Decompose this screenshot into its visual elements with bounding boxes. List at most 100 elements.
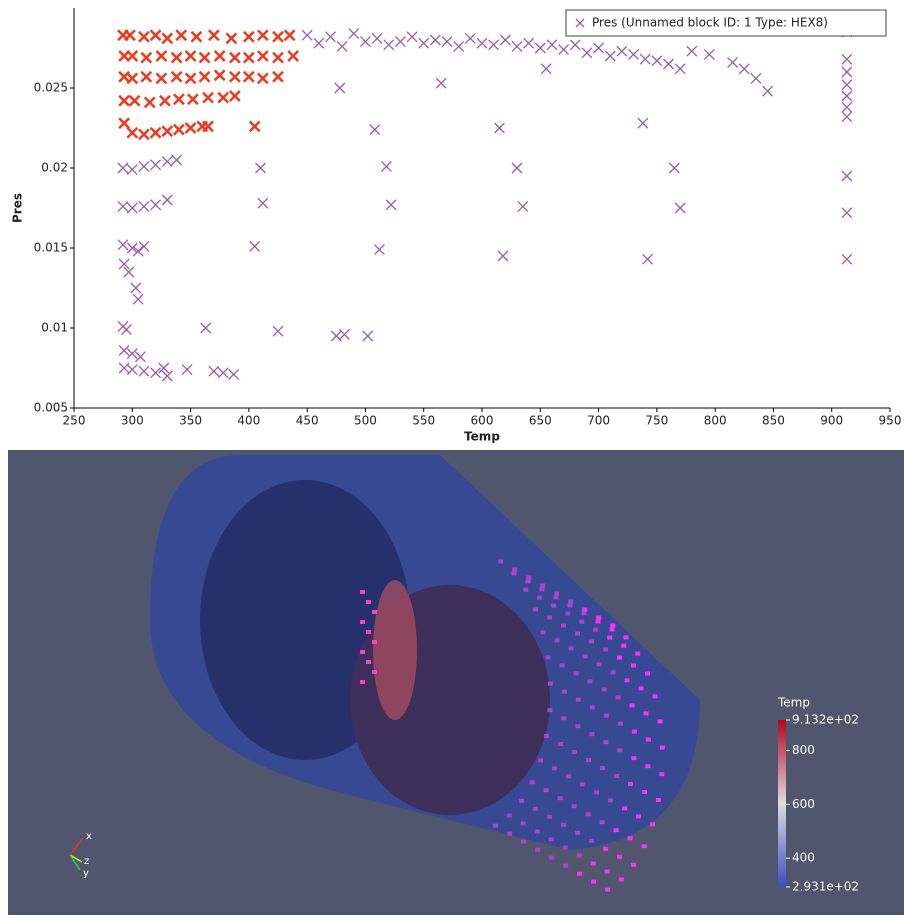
point bbox=[150, 199, 162, 211]
color-tick-label: 2.931e+02 bbox=[792, 880, 859, 894]
cell bbox=[594, 790, 600, 795]
point bbox=[338, 328, 350, 340]
cell bbox=[529, 780, 535, 785]
point bbox=[336, 40, 348, 52]
point bbox=[668, 162, 680, 174]
axis-y bbox=[69, 854, 81, 871]
cell bbox=[553, 595, 559, 600]
point bbox=[242, 30, 255, 43]
cell bbox=[603, 846, 609, 851]
point bbox=[228, 90, 241, 102]
cell bbox=[659, 772, 665, 777]
x-tick-label: 550 bbox=[412, 414, 435, 428]
cell bbox=[572, 750, 578, 755]
cell bbox=[585, 812, 591, 817]
cell bbox=[547, 708, 553, 713]
x-tick-label: 500 bbox=[354, 414, 377, 428]
point bbox=[124, 29, 136, 42]
point bbox=[213, 69, 226, 82]
point bbox=[190, 30, 203, 43]
point bbox=[604, 50, 616, 62]
point bbox=[126, 164, 138, 176]
point bbox=[161, 156, 173, 168]
point bbox=[841, 90, 853, 102]
cell bbox=[641, 844, 647, 849]
point bbox=[727, 56, 739, 68]
point bbox=[686, 45, 698, 57]
cell bbox=[360, 590, 365, 594]
point bbox=[546, 39, 558, 51]
point bbox=[511, 40, 523, 52]
point bbox=[161, 32, 174, 45]
point bbox=[132, 245, 144, 257]
point bbox=[385, 199, 397, 211]
cell bbox=[565, 611, 571, 616]
cell bbox=[582, 607, 588, 612]
point bbox=[651, 55, 663, 67]
inner-core-hot bbox=[373, 580, 417, 720]
point bbox=[841, 170, 853, 182]
cell bbox=[573, 671, 579, 676]
point bbox=[123, 266, 135, 278]
point bbox=[150, 367, 162, 379]
cell bbox=[525, 579, 531, 584]
orientation-axes: x z y bbox=[69, 831, 92, 879]
point bbox=[228, 70, 241, 83]
point bbox=[126, 364, 138, 376]
point bbox=[287, 50, 300, 62]
point bbox=[348, 28, 360, 40]
point bbox=[208, 29, 220, 42]
point bbox=[138, 30, 150, 43]
x-axis-label: Temp bbox=[464, 430, 500, 444]
point bbox=[418, 37, 430, 49]
point bbox=[476, 37, 488, 49]
point bbox=[181, 364, 193, 376]
cell bbox=[551, 603, 557, 608]
x-tick-label: 350 bbox=[179, 414, 202, 428]
point bbox=[272, 70, 284, 83]
highlighted-cells bbox=[360, 559, 665, 892]
cell bbox=[557, 796, 563, 801]
point bbox=[130, 282, 142, 294]
cell bbox=[533, 607, 539, 612]
cell bbox=[360, 620, 365, 624]
x-tick-label: 700 bbox=[587, 414, 610, 428]
point bbox=[132, 293, 144, 305]
cell bbox=[659, 745, 665, 750]
point bbox=[118, 344, 130, 356]
point bbox=[272, 30, 284, 43]
point bbox=[138, 365, 150, 377]
x-tick-label: 800 bbox=[704, 414, 727, 428]
point bbox=[703, 48, 715, 60]
cell bbox=[615, 695, 621, 700]
point bbox=[143, 96, 156, 109]
point bbox=[138, 240, 150, 252]
point bbox=[126, 72, 139, 85]
cell bbox=[523, 587, 529, 592]
point bbox=[256, 72, 269, 85]
cell bbox=[645, 671, 651, 676]
cell bbox=[617, 721, 623, 726]
point bbox=[198, 51, 211, 64]
cell bbox=[617, 655, 623, 660]
point bbox=[738, 63, 750, 75]
legend-label: Pres (Unnamed block ID: 1 Type: HEX8) bbox=[592, 16, 828, 30]
cell bbox=[601, 687, 607, 692]
point bbox=[120, 324, 132, 336]
point bbox=[637, 117, 649, 129]
point bbox=[140, 70, 153, 83]
point bbox=[173, 123, 185, 136]
point bbox=[249, 240, 261, 252]
point bbox=[208, 365, 220, 377]
cell bbox=[623, 635, 629, 640]
point bbox=[155, 72, 168, 85]
cell bbox=[596, 662, 602, 667]
cell bbox=[563, 863, 569, 868]
cell bbox=[603, 647, 609, 652]
cell bbox=[575, 830, 581, 835]
point bbox=[217, 367, 229, 379]
point bbox=[184, 72, 197, 85]
line-chart-view: Temp Pres 250 300 350 400 450 500 550 600 650 700… bbox=[0, 0, 904, 448]
x-tick-label: 900 bbox=[820, 414, 843, 428]
axis-label: z bbox=[84, 856, 89, 867]
